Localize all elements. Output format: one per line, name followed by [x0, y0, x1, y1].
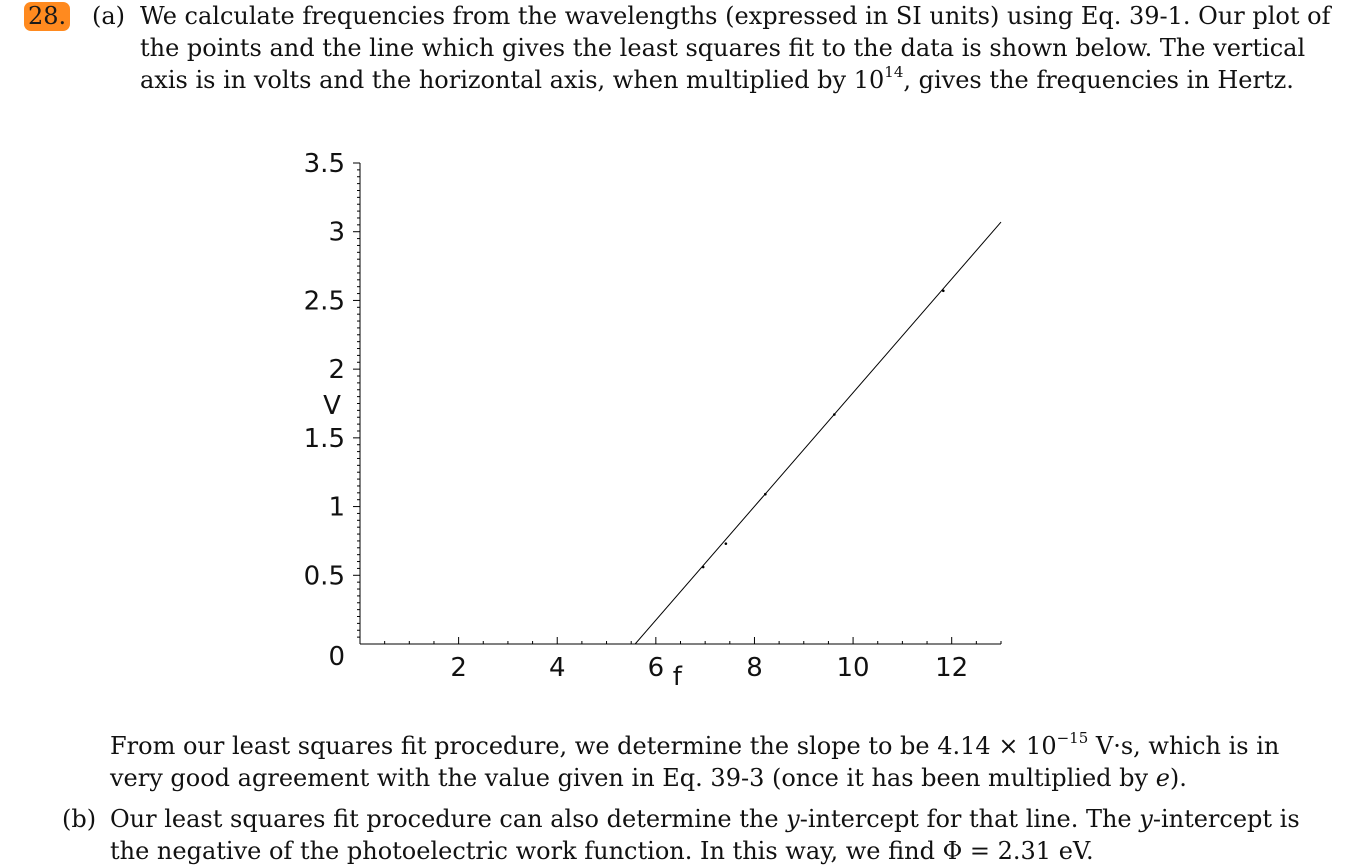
x-tick-label: 2	[450, 653, 467, 683]
part-a-line-1: We calculate frequencies from the wavele…	[140, 2, 1331, 30]
plot-axes	[359, 163, 1001, 645]
slope-line-2: very good agreement with the value given…	[110, 762, 1279, 794]
slope-line-1: From our least squares fit procedure, we…	[110, 730, 1279, 762]
slope-result-text: From our least squares fit procedure, we…	[110, 730, 1279, 794]
y-tick-label: 0.5	[304, 561, 345, 591]
y-symbol-1: y	[786, 805, 800, 833]
part-b-line-1: Our least squares fit procedure can also…	[110, 803, 1300, 835]
y-tick-label: 3	[328, 218, 345, 248]
y-tick-label: 1	[328, 493, 345, 523]
part-b-text: Our least squares fit procedure can also…	[110, 803, 1300, 867]
x-tick-label: 10	[837, 653, 870, 683]
slope-line-1-end: V·s, which is in	[1088, 732, 1280, 760]
part-a-text: We calculate frequencies from the wavele…	[140, 0, 1330, 96]
y-tick-label: 2	[328, 355, 345, 385]
x-tick-label: 8	[746, 653, 763, 683]
part-b-label: (b)	[62, 805, 97, 833]
y-symbol-2: y	[1139, 805, 1153, 833]
part-b-line-1-b: -intercept for that line. The	[799, 805, 1140, 833]
part-a-line-3-end: , gives the frequencies in Hertz.	[903, 66, 1294, 94]
part-b-line-1-a: Our least squares fit procedure can also…	[110, 805, 787, 833]
fit-line	[634, 221, 1002, 645]
y-tick-label: 3.5	[304, 149, 345, 179]
plot-ticks	[353, 162, 1002, 644]
x-axis-label: f	[673, 662, 683, 692]
charge-symbol: e	[1155, 764, 1170, 792]
data-point	[942, 289, 945, 293]
slope-line-1-text: From our least squares fit procedure, we…	[110, 732, 1057, 760]
part-a-line-2: the points and the line which gives the …	[140, 34, 1306, 62]
y-tick-label: 2.5	[304, 286, 345, 316]
x-tick-label: 6	[648, 653, 665, 683]
slope-line-2-text: very good agreement with the value given…	[110, 764, 1156, 792]
y-tick-label: 1.5	[304, 424, 345, 454]
slope-line-2-end: ).	[1169, 764, 1187, 792]
part-b-line-2: the negative of the photoelectric work f…	[110, 837, 1094, 865]
y-axis-label: V	[323, 391, 341, 421]
part-b-line-1-c: -intercept is	[1152, 805, 1300, 833]
part-a-label: (a)	[92, 2, 126, 30]
part-a-line-3: axis is in volts and the horizontal axis…	[140, 64, 1330, 96]
part-a-line-3-text: axis is in volts and the horizontal axis…	[140, 66, 885, 94]
x-tick-label: 4	[549, 653, 566, 683]
part-a-exponent: 14	[884, 63, 904, 81]
plot-tick-labels: 2 4 6 8 10 12 0 0.5 1 1.5 2 2.5 3 3.5	[304, 149, 969, 683]
slope-exponent: −15	[1056, 729, 1089, 747]
plot-series	[634, 221, 1002, 645]
problem-number: 28.	[24, 2, 71, 31]
x-tick-label: 12	[935, 653, 968, 683]
y-tick-label: 0	[328, 642, 345, 672]
data-point	[724, 542, 728, 545]
